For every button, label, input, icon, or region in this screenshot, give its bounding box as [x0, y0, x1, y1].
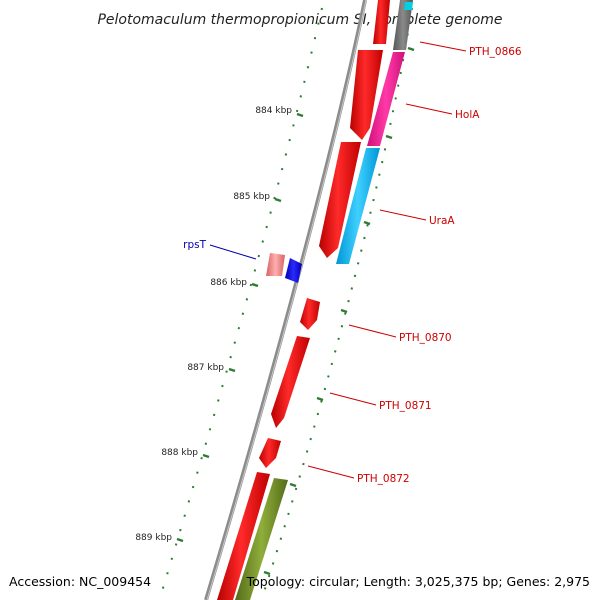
gene-pth0870-arrow[interactable]: [300, 298, 320, 330]
outer-tick-mark: [340, 308, 348, 314]
rna-rpst-block[interactable]: [266, 253, 285, 276]
tick-mark-888: [202, 453, 210, 459]
tick-label-886: 886 kbp: [210, 278, 247, 288]
feature-hola-block[interactable]: [367, 52, 405, 146]
feature-pth0866-block[interactable]: [393, 0, 413, 50]
outer-tick-mark: [316, 396, 324, 402]
genome-backbone-highlight: [206, 0, 367, 600]
tick-label-889: 889 kbp: [135, 533, 172, 543]
outer-tick-mark: [363, 220, 371, 226]
map-title: Pelotomaculum thermopropionicum SI, comp…: [97, 12, 502, 28]
leader-hola: [405, 103, 453, 115]
tick-label-888: 888 kbp: [161, 448, 198, 458]
inner-guide-ring: [159, 7, 323, 599]
outer-guide-ring: [261, 7, 413, 599]
tick-label-884: 884 kbp: [255, 106, 292, 116]
gene-hola-arrow[interactable]: [350, 50, 383, 140]
tick-label-885: 885 kbp: [233, 192, 270, 202]
leader-pth0871: [329, 392, 377, 406]
leader-uraa: [379, 209, 427, 221]
genome-backbone: [204, 0, 367, 600]
leader-pth0866: [419, 41, 467, 52]
gene-label-uraa[interactable]: UraA: [429, 215, 455, 227]
leader-rpst: [209, 244, 257, 260]
leader-pth0870: [348, 324, 397, 338]
gene-label-hola[interactable]: HolA: [455, 109, 480, 121]
gene-label-pth0871[interactable]: PTH_0871: [379, 400, 432, 412]
leader-pth0872: [307, 465, 355, 479]
accession-text: Accession: NC_009454: [9, 574, 151, 589]
outer-tick-mark: [263, 570, 271, 576]
gene-uraa-arrow[interactable]: [319, 142, 361, 258]
outer-tick-mark: [385, 134, 393, 140]
gene-label-pth0870[interactable]: PTH_0870: [399, 332, 452, 344]
tick-mark-886: [251, 282, 259, 288]
gene-rpst-arrow[interactable]: [285, 258, 302, 283]
gene-label-pth0872[interactable]: PTH_0872: [357, 473, 410, 485]
gene-lower-arrow[interactable]: [217, 472, 270, 600]
tick-mark-887: [228, 367, 236, 373]
tick-mark-889: [176, 537, 184, 543]
tick-label-887: 887 kbp: [187, 363, 224, 373]
outer-tick-mark: [289, 482, 297, 488]
outer-tick-mark: [407, 46, 415, 52]
gene-pth0866-arrow[interactable]: [373, 0, 390, 44]
gene-label-pth0866[interactable]: PTH_0866: [469, 46, 522, 58]
gene-label-rpst[interactable]: rpsT: [183, 239, 206, 251]
gene-pth0871-arrow[interactable]: [271, 336, 310, 428]
feature-uraa-block[interactable]: [336, 148, 380, 264]
feature-pth0866-cap: [404, 2, 413, 10]
topology-text: Topology: circular; Length: 3,025,375 bp…: [246, 574, 590, 589]
tick-mark-885: [274, 197, 282, 203]
feature-lower-block[interactable]: [235, 478, 288, 600]
gene-pth0872-arrow[interactable]: [259, 438, 281, 468]
tick-mark-884: [296, 112, 304, 118]
